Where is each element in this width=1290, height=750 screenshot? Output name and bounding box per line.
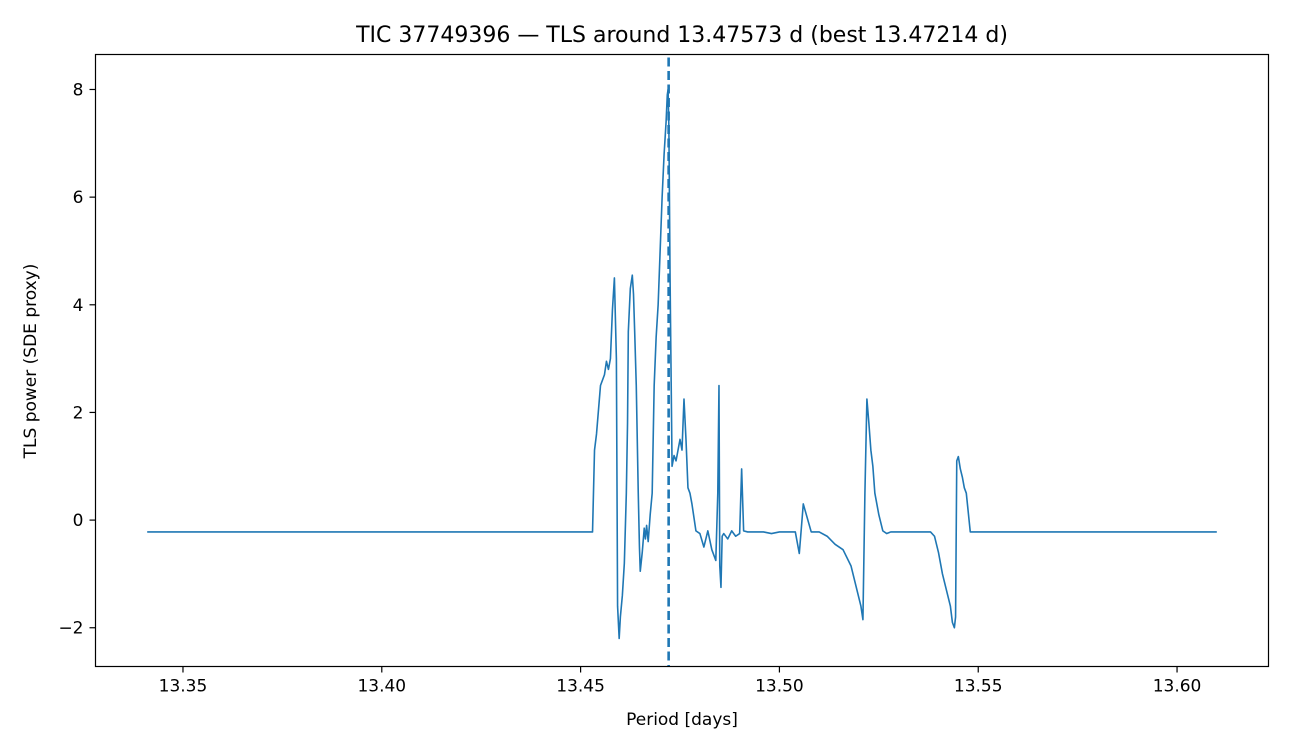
x-tick-label: 13.40 [357,677,406,697]
y-tick-label: 8 [73,80,84,100]
x-tick-label: 13.50 [755,677,804,697]
y-tick-label: 6 [73,188,84,208]
y-tick-label: 4 [73,296,84,316]
x-tick-label: 13.60 [1153,677,1202,697]
x-tick-label: 13.35 [159,677,208,697]
tls-power-series-line [147,88,1217,640]
x-axis: 13.35 13.40 13.45 13.50 13.55 13.60 [159,666,1202,697]
y-tick-label: 2 [73,403,84,423]
y-tick-label: 0 [73,511,84,531]
x-tick-label: 13.45 [556,677,605,697]
plot-area [147,57,1217,667]
y-axis: −2 0 2 4 6 8 [58,80,96,639]
chart-title: TIC 37749396 — TLS around 13.47573 d (be… [355,23,1008,48]
x-tick-label: 13.55 [954,677,1003,697]
plot-frame [94,53,1270,668]
y-axis-label: TLS power (SDE proxy) [21,264,41,460]
y-tick-label: −2 [58,619,83,639]
x-axis-label: Period [days] [626,710,738,730]
